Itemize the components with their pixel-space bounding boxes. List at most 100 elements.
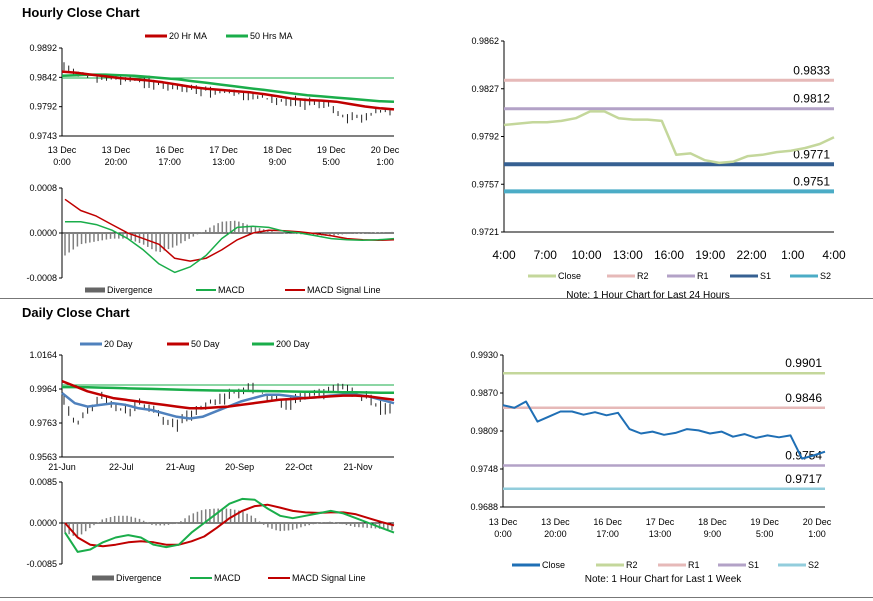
pivotweek-level-label-r2: 0.9901 (785, 356, 822, 370)
hourly-price-x-tick-label: 17 Dec (209, 145, 238, 155)
daily-macd-series-macd (64, 497, 395, 553)
hourly-price-legend-20-hr-ma-label: 20 Hr MA (169, 31, 207, 41)
pivot24-level-label-r2: 0.9833 (793, 63, 830, 77)
pivot24-level-label-s1: 0.9771 (793, 147, 830, 161)
section-divider (0, 298, 873, 299)
hourly-price-x-tick-label: 20 Dec (371, 145, 400, 155)
hourly-macd-series-signal (64, 198, 395, 262)
pivotweek-level-label-s2: 0.9717 (785, 472, 822, 486)
pivotweek-level-label-r1: 0.9846 (785, 391, 822, 405)
daily-macd-legend-divergence-label: Divergence (116, 573, 162, 583)
daily-price-legend-50-day-label: 50 Day (191, 339, 220, 349)
pivot24-legend-s1-label: S1 (760, 271, 771, 281)
daily-price-legend-20-day-label: 20 Day (104, 339, 133, 349)
bottom-divider (0, 597, 873, 598)
pivot24-x-tick-label: 19:00 (695, 248, 725, 262)
hourly-section-title: Hourly Close Chart (22, 5, 140, 20)
pivotweek-x-tick-label: 19 Dec (750, 517, 779, 527)
pivotweek-x-tick-label: 9:00 (704, 529, 722, 539)
pivotweek-x-tick-label: 20 Dec (803, 517, 832, 527)
daily-price-x-tick-label: 21-Jun (48, 462, 76, 472)
pivot24-y-tick-label: 0.9827 (471, 84, 499, 94)
daily-macd-series-signal (64, 503, 395, 548)
hourly-price-x-tick-label: 20:00 (105, 157, 128, 167)
pivotweek-legend-r2-label: R2 (626, 560, 638, 570)
hourly-macd-legend-signal-label: MACD Signal Line (307, 285, 381, 295)
hourly-macd-series-macd (65, 221, 395, 274)
pivotweek-y-tick-label: 0.9748 (470, 464, 498, 474)
pivot24-legend-r1-label: R1 (697, 271, 709, 281)
pivot24-note: Note: 1 Hour Chart for Last 24 Hours (566, 290, 729, 301)
hourly-price-x-tick-label: 13:00 (212, 157, 235, 167)
daily-macd-y-tick-label: -0.0085 (26, 559, 57, 569)
pivotweek-y-tick-label: 0.9870 (470, 388, 498, 398)
hourly-price-y-tick-label: 0.9842 (29, 72, 57, 82)
pivot24-level-label-r1: 0.9812 (793, 92, 830, 106)
daily-price-x-tick-label: 21-Aug (166, 462, 195, 472)
pivotweek-y-tick-label: 0.9930 (470, 350, 498, 360)
daily-price-x-tick-label: 22-Oct (285, 462, 313, 472)
pivot24-y-tick-label: 0.9757 (471, 179, 499, 189)
pivotweek-y-tick-label: 0.9688 (470, 502, 498, 512)
hourly-price-legend-50-hrs-ma-label: 50 Hrs MA (250, 31, 293, 41)
daily-price-x-tick-label: 21-Nov (343, 462, 373, 472)
pivotweek-x-tick-label: 20:00 (544, 529, 567, 539)
daily-price-x-tick-label: 22-Jul (109, 462, 134, 472)
hourly-macd-y-tick-label: 0.0000 (29, 228, 57, 238)
pivot24-x-tick-label: 1:00 (781, 248, 805, 262)
daily-price-y-tick-label: 0.9964 (29, 384, 57, 394)
hourly-macd-y-tick-label: 0.0008 (29, 183, 57, 193)
hourly-price-series-20-hr-ma (61, 70, 395, 111)
hourly-price-x-tick-label: 18 Dec (263, 145, 292, 155)
hourly-macd-legend-divergence-label: Divergence (107, 285, 153, 295)
pivotweek-x-tick-label: 0:00 (494, 529, 512, 539)
hourly-price-x-tick-label: 1:00 (376, 157, 394, 167)
pivotweek-x-tick-label: 13 Dec (541, 517, 570, 527)
daily-price-legend-200-day-label: 200 Day (276, 339, 310, 349)
pivot24-level-label-s2: 0.9751 (793, 174, 830, 188)
daily-section-title: Daily Close Chart (22, 305, 130, 320)
pivotweek-x-tick-label: 5:00 (756, 529, 774, 539)
pivotweek-x-tick-label: 17 Dec (646, 517, 675, 527)
pivot24-x-tick-label: 4:00 (822, 248, 846, 262)
pivot24-legend-close-label: Close (558, 271, 581, 281)
daily-price-series-200-day (62, 385, 395, 395)
pivot24-x-tick-label: 13:00 (613, 248, 643, 262)
daily-macd-y-tick-label: 0.0085 (29, 477, 57, 487)
pivot24-y-tick-label: 0.9862 (471, 36, 499, 46)
hourly-price-series-50-hrs-ma (61, 73, 395, 103)
hourly-price-x-tick-label: 9:00 (269, 157, 287, 167)
pivotweek-x-tick-label: 17:00 (596, 529, 619, 539)
hourly-price-x-tick-label: 0:00 (53, 157, 71, 167)
pivotweek-note: Note: 1 Hour Chart for Last 1 Week (585, 574, 743, 585)
pivotweek-level-label-s1: 0.9754 (785, 449, 822, 463)
pivot24-x-tick-label: 4:00 (492, 248, 516, 262)
hourly-price-y-tick-label: 0.9743 (29, 131, 57, 141)
hourly-macd-legend-macd-label: MACD (218, 285, 245, 295)
hourly-price-x-tick-label: 16 Dec (155, 145, 184, 155)
pivotweek-series-close (502, 400, 826, 460)
pivotweek-legend-close-label: Close (542, 560, 565, 570)
hourly-price-x-tick-label: 5:00 (322, 157, 340, 167)
pivotweek-x-tick-label: 1:00 (808, 529, 826, 539)
hourly-price-y-tick-label: 0.9892 (29, 43, 57, 53)
hourly-price-x-tick-label: 19 Dec (317, 145, 346, 155)
hourly-price-x-tick-label: 13 Dec (48, 145, 77, 155)
daily-macd-legend-signal-label: MACD Signal Line (292, 573, 366, 583)
pivotweek-y-tick-label: 0.9809 (470, 426, 498, 436)
pivot24-legend-s2-label: S2 (820, 271, 831, 281)
pivotweek-x-tick-label: 16 Dec (593, 517, 622, 527)
hourly-macd-y-tick-label: -0.0008 (26, 273, 57, 283)
daily-macd-y-tick-label: 0.0000 (29, 518, 57, 528)
daily-price-y-tick-label: 1.0164 (29, 350, 57, 360)
pivot24-legend-r2-label: R2 (637, 271, 649, 281)
daily-macd-legend-macd-label: MACD (214, 573, 241, 583)
pivotweek-legend-s1-label: S1 (748, 560, 759, 570)
pivotweek-x-tick-label: 13:00 (649, 529, 672, 539)
pivotweek-legend-r1-label: R1 (688, 560, 700, 570)
daily-price-x-tick-label: 20-Sep (225, 462, 254, 472)
pivotweek-x-tick-label: 13 Dec (489, 517, 518, 527)
pivot24-y-tick-label: 0.9792 (471, 132, 499, 142)
hourly-price-x-tick-label: 17:00 (158, 157, 181, 167)
